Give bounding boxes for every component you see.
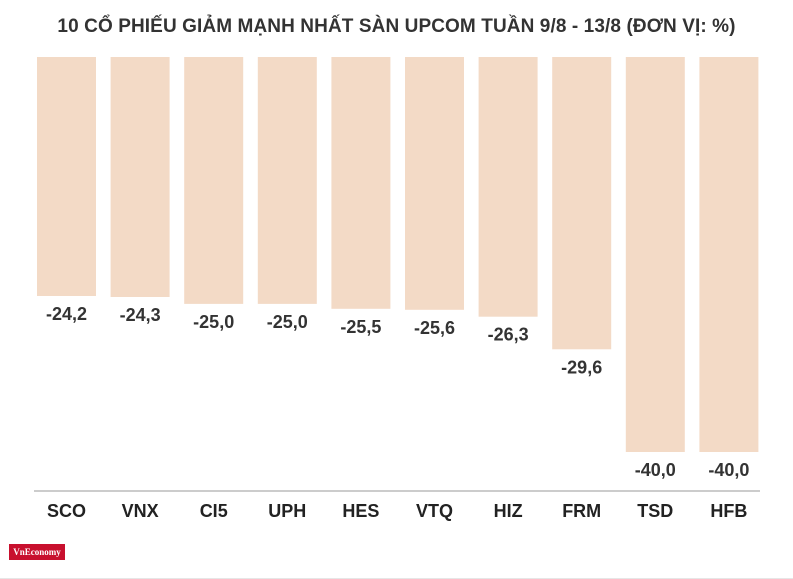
- bar-tsd: [625, 57, 685, 452]
- category-label-vnx: VNX: [122, 501, 159, 521]
- value-label-vnx: -24,3: [120, 305, 161, 325]
- category-label-frm: FRM: [562, 501, 601, 521]
- category-label-hiz: HIZ: [494, 501, 523, 521]
- bar-sco: [37, 57, 96, 296]
- bar-hfb: [699, 57, 759, 452]
- value-label-sco: -24,2: [46, 304, 87, 324]
- bar-vnx: [110, 57, 170, 297]
- bar-vtq: [405, 57, 464, 310]
- value-label-hfb: -40,0: [708, 460, 749, 480]
- value-label-ci5: -25,0: [193, 312, 234, 332]
- category-label-ci5: CI5: [200, 501, 228, 521]
- category-label-sco: SCO: [47, 501, 86, 521]
- value-label-tsd: -40,0: [635, 460, 676, 480]
- value-label-uph: -25,0: [267, 312, 308, 332]
- vneconomy-logo: VnEconomy: [9, 544, 65, 560]
- bar-ci5: [184, 57, 244, 304]
- value-label-hes: -25,5: [340, 317, 381, 337]
- category-label-hfb: HFB: [710, 501, 747, 521]
- bar-uph: [257, 57, 317, 304]
- value-label-vtq: -25,6: [414, 318, 455, 338]
- category-label-vtq: VTQ: [416, 501, 453, 521]
- category-label-hes: HES: [342, 501, 379, 521]
- chart-title: 10 CỔ PHIẾU GIẢM MẠNH NHẤT SÀN UPCOM TUẦ…: [57, 16, 736, 37]
- category-label-uph: UPH: [268, 501, 306, 521]
- bar-hes: [331, 57, 391, 309]
- value-label-hiz: -26,3: [488, 325, 529, 345]
- category-label-tsd: TSD: [637, 501, 673, 521]
- bar-hiz: [478, 57, 538, 317]
- bar-frm: [552, 57, 612, 350]
- vneconomy-logo-text: VnEconomy: [13, 547, 61, 557]
- value-label-frm: -29,6: [561, 357, 602, 377]
